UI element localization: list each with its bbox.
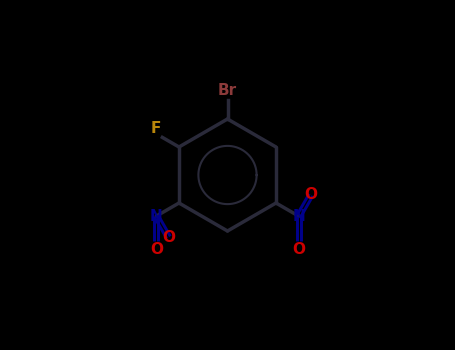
Text: O: O [162, 230, 175, 245]
Text: F: F [150, 121, 161, 136]
Text: O: O [150, 242, 163, 257]
Text: O: O [292, 242, 305, 257]
Text: N: N [150, 209, 162, 224]
Text: Br: Br [218, 83, 237, 98]
Text: N: N [293, 209, 305, 224]
Text: O: O [304, 187, 318, 202]
